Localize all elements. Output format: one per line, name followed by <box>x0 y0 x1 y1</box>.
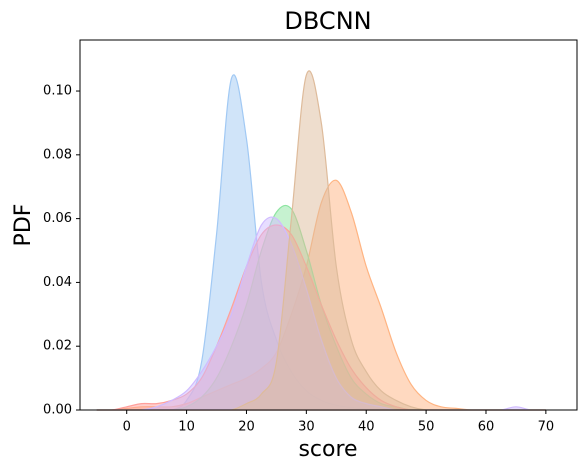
x-tick-label: 50 <box>418 420 435 435</box>
x-tick-label: 10 <box>178 420 195 435</box>
x-tick-label: 40 <box>358 420 375 435</box>
x-tick-label: 70 <box>538 420 555 435</box>
y-tick-label: 0.00 <box>43 403 72 418</box>
x-tick-label: 20 <box>238 420 255 435</box>
y-tick-label: 0.02 <box>43 339 72 354</box>
y-tick-label: 0.10 <box>43 84 72 99</box>
y-axis-label: PDF <box>11 204 36 247</box>
y-tick-label: 0.06 <box>43 211 72 226</box>
x-axis-label: score <box>298 437 357 462</box>
density-area <box>96 70 546 411</box>
plot-area <box>96 70 546 411</box>
y-tick-label: 0.08 <box>43 147 72 162</box>
x-tick-label: 0 <box>123 420 131 435</box>
plot-frame <box>79 39 578 411</box>
chart-title: DBCNN <box>284 7 371 35</box>
y-tick-label: 0.04 <box>43 275 72 290</box>
x-tick-label: 60 <box>478 420 495 435</box>
x-tick-label: 30 <box>298 420 315 435</box>
